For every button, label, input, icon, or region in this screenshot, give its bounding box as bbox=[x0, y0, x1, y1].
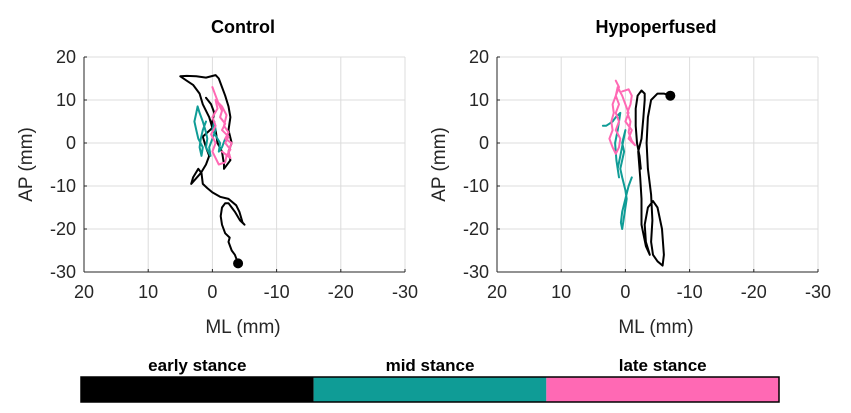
legend-swatch-mid-stance bbox=[313, 377, 547, 402]
series-late-stance bbox=[608, 79, 636, 155]
x-tick-label: 20 bbox=[74, 282, 94, 302]
x-tick-label: -20 bbox=[328, 282, 354, 302]
phase-colorbar-legend: early stance mid stance late stance bbox=[80, 356, 780, 403]
y-tick-label: 10 bbox=[56, 90, 76, 110]
legend-label: late stance bbox=[619, 356, 707, 375]
y-axis-label: AP (mm) bbox=[429, 127, 450, 202]
series-early-stance bbox=[634, 89, 672, 267]
y-tick-label: -30 bbox=[463, 262, 489, 282]
x-tick-label: 0 bbox=[207, 282, 217, 302]
y-tick-label: -10 bbox=[463, 176, 489, 196]
y-tick-label: 20 bbox=[56, 47, 76, 67]
legend-frame bbox=[80, 376, 780, 403]
x-tick-label: 0 bbox=[620, 282, 630, 302]
x-tick-label: -30 bbox=[392, 282, 418, 302]
legend-label: early stance bbox=[148, 356, 246, 375]
y-axis-label: AP (mm) bbox=[16, 127, 37, 202]
chart-title: Control bbox=[211, 17, 275, 37]
series-late-stance bbox=[210, 86, 233, 166]
y-tick-label: 0 bbox=[66, 133, 76, 153]
chart-title: Hypoperfused bbox=[595, 17, 716, 37]
legend-swatch-late-stance bbox=[546, 377, 779, 402]
series-mid-stance bbox=[601, 111, 633, 230]
y-tick-label: 10 bbox=[469, 90, 489, 110]
x-tick-label: -30 bbox=[805, 282, 831, 302]
legend-swatch-early-stance bbox=[81, 377, 314, 402]
y-tick-label: 20 bbox=[469, 47, 489, 67]
plot-area bbox=[497, 57, 818, 272]
plot-area bbox=[84, 57, 405, 272]
y-tick-label: 0 bbox=[479, 133, 489, 153]
x-axis-label: ML (mm) bbox=[205, 317, 280, 338]
x-tick-label: -10 bbox=[677, 282, 703, 302]
start-marker bbox=[665, 90, 676, 101]
x-tick-label: -20 bbox=[741, 282, 767, 302]
x-tick-label: 10 bbox=[551, 282, 571, 302]
y-tick-label: -20 bbox=[463, 219, 489, 239]
legend-label: mid stance bbox=[386, 356, 475, 375]
y-tick-label: -30 bbox=[50, 262, 76, 282]
hypoperfused-panel: 20 10 0 -10 -20 -3020100-10-20-30Hypoperfused… bbox=[429, 17, 831, 338]
x-tick-label: 10 bbox=[138, 282, 158, 302]
x-tick-label: 20 bbox=[487, 282, 507, 302]
series-mid-stance bbox=[193, 105, 227, 157]
x-axis-label: ML (mm) bbox=[618, 317, 693, 338]
x-tick-label: -10 bbox=[264, 282, 290, 302]
y-tick-label: -20 bbox=[50, 219, 76, 239]
start-marker bbox=[233, 258, 244, 269]
y-tick-label: -10 bbox=[50, 176, 76, 196]
